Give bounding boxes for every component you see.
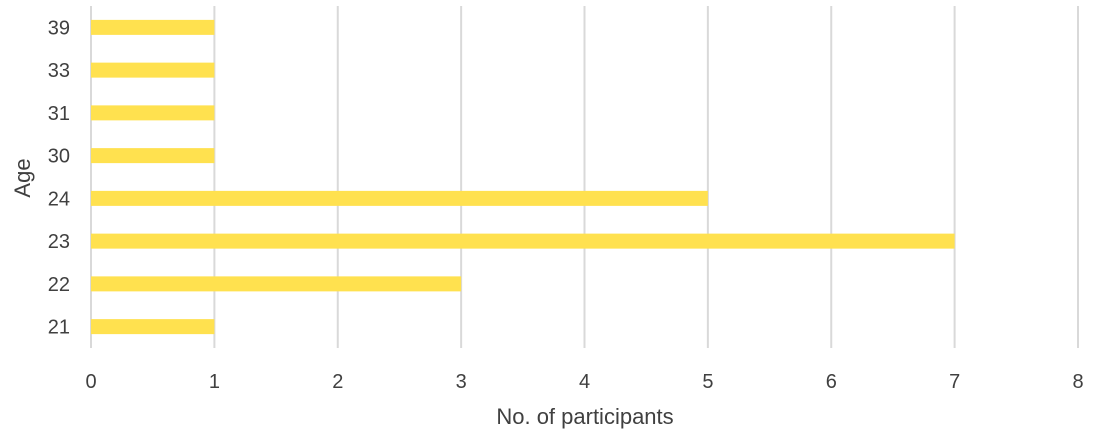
bar-age-39 (91, 19, 215, 35)
bars (91, 19, 955, 335)
y-axis-tick-labels: 21 22 23 24 30 31 33 39 (48, 17, 70, 338)
y-tick-label: 33 (48, 60, 70, 82)
gridlines (90, 6, 1079, 348)
x-tick-label: 3 (456, 371, 467, 393)
x-axis-title: No. of participants (496, 404, 673, 429)
bar-age-24 (91, 190, 708, 206)
bar-age-22 (91, 276, 462, 292)
x-tick-label: 6 (826, 371, 837, 393)
bar-age-30 (91, 148, 215, 164)
y-tick-label: 30 (48, 146, 70, 168)
x-tick-label: 7 (949, 371, 960, 393)
y-axis-title: Age (10, 158, 35, 197)
y-tick-label: 22 (48, 274, 70, 296)
y-tick-label: 39 (48, 17, 70, 39)
y-tick-label: 24 (48, 188, 70, 210)
bar-age-31 (91, 105, 215, 121)
bar-age-33 (91, 62, 215, 78)
x-axis-tick-labels: 0 1 2 3 4 5 6 7 8 (85, 371, 1083, 393)
y-tick-label: 23 (48, 231, 70, 253)
x-tick-label: 0 (85, 371, 96, 393)
x-tick-label: 1 (209, 371, 220, 393)
bar-age-23 (91, 233, 955, 249)
y-tick-label: 21 (48, 317, 70, 339)
x-tick-label: 5 (702, 371, 713, 393)
x-tick-label: 8 (1072, 371, 1083, 393)
x-tick-label: 2 (332, 371, 343, 393)
y-tick-label: 31 (48, 103, 70, 125)
bar-age-21 (91, 319, 215, 335)
x-tick-label: 4 (579, 371, 590, 393)
